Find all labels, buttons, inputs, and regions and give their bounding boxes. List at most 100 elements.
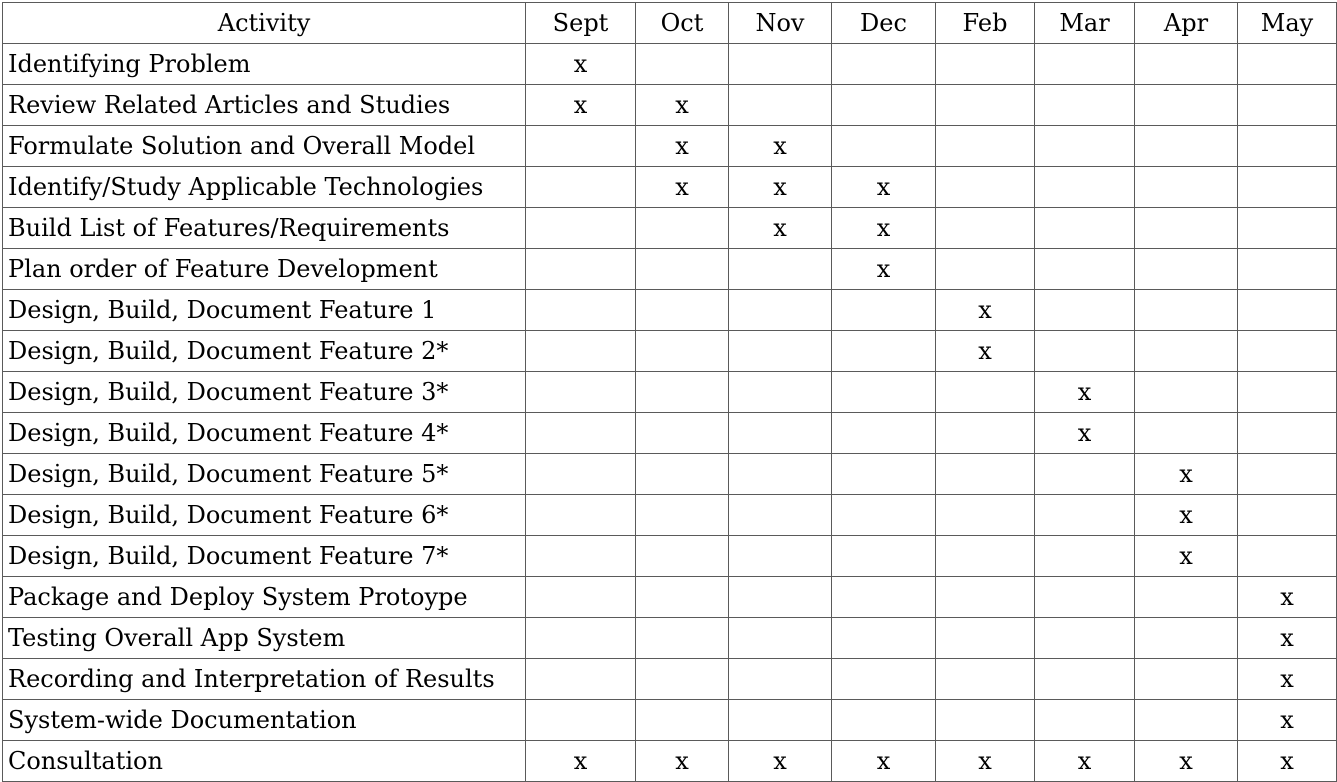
schedule-mark-cell [728, 84, 832, 126]
schedule-mark-cell: x [1134, 453, 1238, 495]
activity-cell: Build List of Features/Requirements [2, 207, 526, 249]
schedule-mark-cell: x [525, 740, 636, 782]
schedule-mark-cell [1237, 289, 1337, 331]
schedule-mark-cell [635, 494, 729, 536]
header-activity: Activity [2, 2, 526, 44]
schedule-mark-cell [1134, 84, 1238, 126]
schedule-mark-cell [635, 699, 729, 741]
schedule-mark-cell: x [635, 166, 729, 208]
table-body: Identifying Problem x Review Related Artic… [2, 43, 1337, 782]
schedule-mark-cell [1034, 248, 1135, 290]
schedule-mark-cell [728, 658, 832, 700]
schedule-mark-cell [1134, 617, 1238, 659]
schedule-mark-cell [1034, 330, 1135, 372]
schedule-mark-cell [1034, 43, 1135, 85]
schedule-mark-cell [635, 248, 729, 290]
schedule-mark-cell [1034, 535, 1135, 577]
schedule-mark-cell [1134, 125, 1238, 167]
schedule-mark-cell: x [831, 207, 936, 249]
table-row: Build List of Features/Requirements x x [2, 207, 1337, 249]
activity-cell: Design, Build, Document Feature 7* [2, 535, 526, 577]
schedule-mark-cell [728, 699, 832, 741]
schedule-mark-cell: x [525, 43, 636, 85]
schedule-mark-cell [935, 371, 1035, 413]
header-sept: Sept [525, 2, 636, 44]
table-row: Design, Build, Document Feature 4* x [2, 412, 1337, 454]
schedule-mark-cell [525, 576, 636, 618]
schedule-mark-cell [525, 494, 636, 536]
schedule-mark-cell [1034, 699, 1135, 741]
schedule-mark-cell [525, 658, 636, 700]
schedule-mark-cell: x [1034, 371, 1135, 413]
schedule-mark-cell [831, 289, 936, 331]
activity-cell: Testing Overall App System [2, 617, 526, 659]
schedule-mark-cell [525, 371, 636, 413]
schedule-mark-cell: x [1237, 617, 1337, 659]
activity-cell: Identify/Study Applicable Technologies [2, 166, 526, 208]
schedule-mark-cell [935, 658, 1035, 700]
activity-cell: Design, Build, Document Feature 6* [2, 494, 526, 536]
schedule-mark-cell [635, 330, 729, 372]
schedule-mark-cell [1237, 207, 1337, 249]
schedule-mark-cell [1034, 125, 1135, 167]
schedule-mark-cell [935, 248, 1035, 290]
schedule-mark-cell [935, 535, 1035, 577]
table-row: Plan order of Feature Development x [2, 248, 1337, 290]
schedule-mark-cell [831, 617, 936, 659]
schedule-mark-cell [935, 617, 1035, 659]
activity-cell: Design, Build, Document Feature 2* [2, 330, 526, 372]
schedule-mark-cell [525, 412, 636, 454]
table-row: Identify/Study Applicable Technologies x x… [2, 166, 1337, 208]
schedule-mark-cell: x [935, 740, 1035, 782]
schedule-mark-cell [1237, 125, 1337, 167]
schedule-mark-cell [831, 658, 936, 700]
activity-cell: Review Related Articles and Studies [2, 84, 526, 126]
schedule-mark-cell: x [1237, 576, 1337, 618]
schedule-mark-cell [525, 453, 636, 495]
header-feb: Feb [935, 2, 1035, 44]
schedule-mark-cell [935, 125, 1035, 167]
schedule-mark-cell [1134, 289, 1238, 331]
schedule-mark-cell: x [1034, 412, 1135, 454]
schedule-mark-cell [525, 699, 636, 741]
schedule-mark-cell [728, 535, 832, 577]
schedule-mark-cell [1034, 207, 1135, 249]
schedule-mark-cell [525, 535, 636, 577]
schedule-mark-cell [831, 576, 936, 618]
schedule-mark-cell: x [1134, 535, 1238, 577]
table-row: Design, Build, Document Feature 7* x [2, 535, 1337, 577]
schedule-mark-cell [1134, 371, 1238, 413]
table-row: Design, Build, Document Feature 2* x [2, 330, 1337, 372]
table-row: Design, Build, Document Feature 1 x [2, 289, 1337, 331]
schedule-mark-cell [728, 330, 832, 372]
schedule-mark-cell [1237, 330, 1337, 372]
schedule-mark-cell [1134, 576, 1238, 618]
schedule-mark-cell [935, 494, 1035, 536]
schedule-mark-cell [635, 43, 729, 85]
schedule-mark-cell [525, 289, 636, 331]
schedule-mark-cell [1237, 494, 1337, 536]
schedule-mark-cell [525, 125, 636, 167]
schedule-mark-cell [728, 453, 832, 495]
schedule-mark-cell [1134, 166, 1238, 208]
header-oct: Oct [635, 2, 729, 44]
schedule-mark-cell [525, 330, 636, 372]
schedule-mark-cell [1237, 166, 1337, 208]
schedule-mark-cell [1237, 43, 1337, 85]
schedule-mark-cell [728, 494, 832, 536]
schedule-mark-cell: x [1034, 740, 1135, 782]
schedule-mark-cell [1034, 617, 1135, 659]
schedule-mark-cell [728, 371, 832, 413]
table-row: Recording and Interpretation of Results x [2, 658, 1337, 700]
schedule-mark-cell [1134, 207, 1238, 249]
schedule-mark-cell [728, 289, 832, 331]
schedule-mark-cell [728, 248, 832, 290]
schedule-mark-cell [1237, 371, 1337, 413]
header-nov: Nov [728, 2, 832, 44]
schedule-mark-cell [635, 207, 729, 249]
schedule-mark-cell [635, 371, 729, 413]
schedule-mark-cell [1034, 494, 1135, 536]
schedule-mark-cell: x [831, 740, 936, 782]
activity-cell: Package and Deploy System Protoype [2, 576, 526, 618]
activity-cell: Design, Build, Document Feature 3* [2, 371, 526, 413]
